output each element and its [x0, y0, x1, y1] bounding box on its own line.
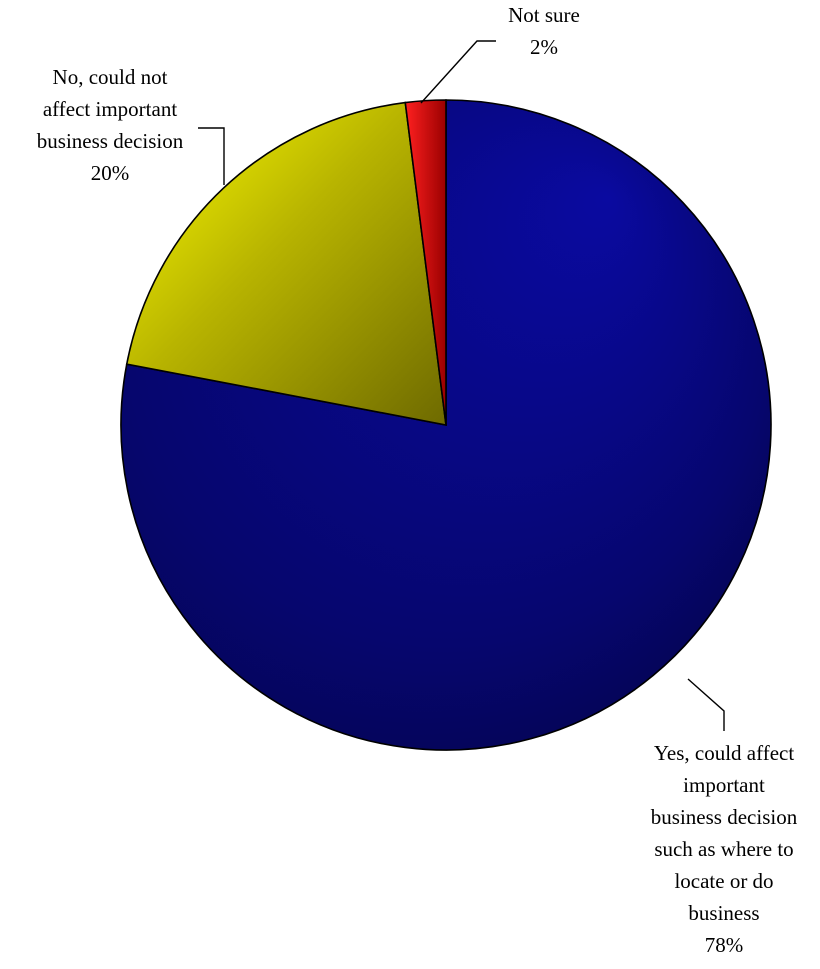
pie-slice-no — [125, 101, 447, 426]
data-label-value: 20% — [91, 161, 130, 185]
pie-slice-not-sure — [404, 99, 447, 426]
data-label-line: business — [688, 901, 759, 925]
data-label-line: locate or do — [674, 869, 773, 893]
slice-labels: Yes, could affect important business decis… — [37, 3, 798, 957]
data-label-line: important — [683, 773, 765, 797]
data-label-no: No, could not affect important business de… — [37, 65, 184, 185]
leader-line-yes — [687, 678, 725, 731]
data-label-value: 78% — [705, 933, 744, 957]
leader-lines — [198, 40, 725, 731]
data-label-line: business decision — [37, 129, 184, 153]
data-label-line: No, could not — [53, 65, 168, 89]
data-label-value: 2% — [530, 35, 558, 59]
data-label-line: affect important — [43, 97, 177, 121]
leader-line-not-sure — [420, 40, 496, 104]
data-label-not-sure: Not sure 2% — [508, 3, 580, 59]
pie-slices — [120, 99, 772, 751]
data-label-line: Not sure — [508, 3, 580, 27]
data-label-line: Yes, could affect — [654, 741, 795, 765]
data-label-line: such as where to — [654, 837, 793, 861]
leader-line-no — [198, 127, 225, 185]
pie-slice-yes — [120, 99, 772, 751]
data-label-yes: Yes, could affect important business decis… — [651, 741, 798, 957]
data-label-line: business decision — [651, 805, 798, 829]
